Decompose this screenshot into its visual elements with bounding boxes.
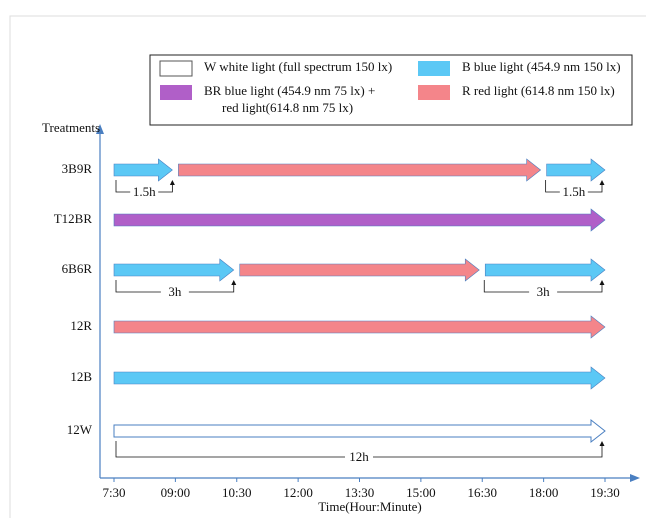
bracket-label-bg <box>559 185 588 199</box>
x-axis-arrow <box>630 474 640 482</box>
legend-label: W white light (full spectrum 150 lx) <box>204 59 392 74</box>
x-tick-label: 18:00 <box>529 485 559 500</box>
treatment-label: T12BR <box>54 211 93 226</box>
bracket-label: 3h <box>537 284 551 299</box>
light-arrow <box>113 158 173 182</box>
bracket-label-bg <box>529 285 558 299</box>
x-tick-label: 16:30 <box>467 485 497 500</box>
bracket-arrow <box>599 441 605 446</box>
bracket-label-bg <box>345 450 373 464</box>
x-tick-label: 12:00 <box>283 485 313 500</box>
legend-swatch <box>418 85 450 100</box>
y-axis-arrow <box>96 124 104 134</box>
legend-label: B blue light (454.9 nm 150 lx) <box>462 59 621 74</box>
light-arrow <box>113 258 235 282</box>
bracket-arrow <box>169 180 175 185</box>
x-tick-label: 15:00 <box>406 485 436 500</box>
treatment-label: 3B9R <box>62 161 93 176</box>
x-axis-title: Time(Hour:Minute) <box>318 499 422 514</box>
bracket-label-bg <box>160 285 189 299</box>
light-arrow <box>178 158 542 182</box>
light-arrow <box>113 366 606 390</box>
bracket-label: 3h <box>168 284 182 299</box>
bracket-label: 1.5h <box>562 184 585 199</box>
legend-swatch <box>160 85 192 100</box>
bracket-label: 12h <box>349 449 369 464</box>
treatment-label: 12B <box>70 369 92 384</box>
bracket-arrow <box>599 280 605 285</box>
light-arrow <box>239 258 480 282</box>
x-tick-label: 19:30 <box>590 485 620 500</box>
x-tick-label: 7:30 <box>102 485 125 500</box>
bracket-arrow <box>599 180 605 185</box>
legend-swatch <box>159 60 193 77</box>
light-arrow <box>113 418 606 444</box>
y-axis-title: Treatments <box>42 120 100 135</box>
legend-label: R red light (614.8 nm 150 lx) <box>462 83 615 98</box>
treatment-label: 12W <box>67 422 93 437</box>
x-tick-label: 10:30 <box>222 485 252 500</box>
x-tick-label: 13:30 <box>345 485 375 500</box>
treatment-label: 6B6R <box>62 261 93 276</box>
light-arrow <box>484 258 606 282</box>
bracket-label: 1.5h <box>133 184 156 199</box>
x-tick-label: 09:00 <box>161 485 191 500</box>
bracket-label-bg <box>130 185 159 199</box>
treatment-label: 12R <box>70 318 92 333</box>
legend-label: red light(614.8 nm 75 lx) <box>222 100 353 115</box>
light-arrow <box>113 315 606 339</box>
light-arrow <box>546 158 606 182</box>
legend-swatch <box>418 61 450 76</box>
legend-label: BR blue light (454.9 nm 75 lx) + <box>204 83 375 98</box>
legend-box <box>149 54 633 126</box>
bracket-arrow <box>231 280 237 285</box>
frame <box>9 15 646 518</box>
light-arrow <box>113 208 606 232</box>
